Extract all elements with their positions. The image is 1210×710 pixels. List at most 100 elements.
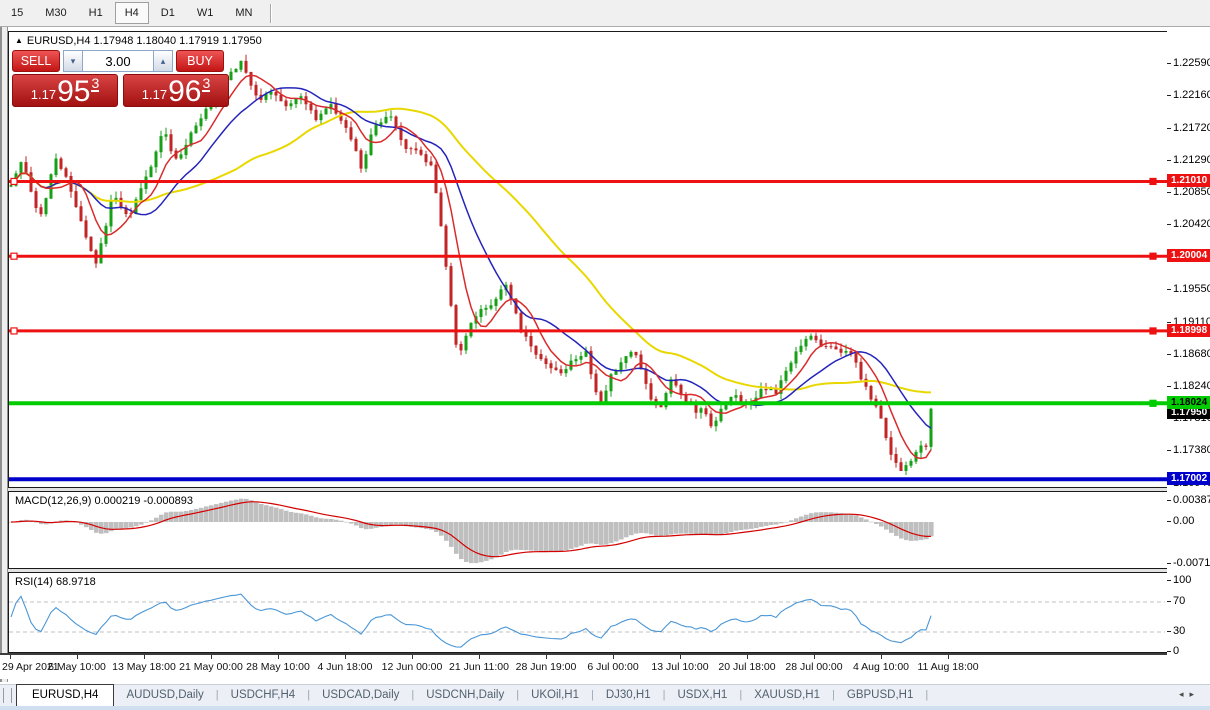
axis-tick-mark [1167,580,1171,581]
rsi-canvas[interactable] [9,573,1167,652]
timeframe-button-h1[interactable]: H1 [88,7,103,19]
timeframe-button-m30[interactable]: M30 [45,7,67,19]
axis-tick-label: 1.20850 [1173,186,1210,199]
tab-eurusd-h4[interactable]: EURUSD,H4 [16,684,115,706]
window-left-frame [0,27,8,682]
tab-usdx-h1[interactable]: USDX,H1 [677,689,728,701]
time-tick-mark [546,655,547,659]
axis-tick-label: 1.19550 [1173,282,1210,295]
timeframe-button-w1[interactable]: W1 [196,7,214,19]
tab-ukoil-h1[interactable]: UKOil,H1 [531,689,579,701]
axis-price-badge: 1.18998 [1167,323,1210,337]
time-tick-mark [747,655,748,659]
axis-tick-mark [1167,386,1171,388]
tab-dj30-h1[interactable]: DJ30,H1 [605,689,651,701]
timeframe-toolbar: 15 M30 H1 H4 D1 W1 MN [0,0,1210,27]
axis-tick-mark [1167,563,1171,564]
sell-price-pip: 3 [91,75,100,92]
axis-tick-mark [1167,651,1171,652]
toolbar-separator [270,3,273,23]
up-arrow-icon: ▴ [160,55,166,66]
lot-size-input[interactable]: 3.00 [83,50,153,72]
macd-canvas[interactable] [9,492,1167,568]
tab-usdcnh-daily[interactable]: USDCNH,Daily [426,689,505,701]
tab-audusd-daily[interactable]: AUDUSD,Daily [126,689,204,701]
axis-tick-mark [1167,192,1171,194]
time-tick-mark [278,655,279,659]
tab-separator: | [662,689,666,701]
panel-divider[interactable] [8,488,1168,491]
lot-decrease-button[interactable]: ▾ [63,50,83,72]
time-tick-label: 29 Apr 2021 [2,661,59,673]
time-tick-mark [613,655,614,659]
axis-tick-mark [1167,288,1171,290]
sell-button[interactable]: SELL [12,50,60,72]
panel-divider[interactable] [8,569,1168,572]
time-axis-divider [0,653,1210,655]
buy-price-large: 96 [168,75,202,108]
time-tick-mark [77,655,78,659]
axis-tick-mark [1167,500,1171,501]
buy-price-panel[interactable]: 1.17 96 3 [123,74,229,107]
time-tick-label: 6 May 10:00 [48,661,106,673]
axis-tick-mark [1167,159,1171,161]
tab-usdcad-daily[interactable]: USDCAD,Daily [322,689,400,701]
tab-separator: | [925,689,929,701]
time-tick-mark [680,655,681,659]
timeframe-button-h4[interactable]: H4 [114,2,149,24]
time-tick-label: 28 Jul 00:00 [785,661,843,673]
time-tick-label: 13 Jul 10:00 [651,661,709,673]
time-tick-mark [881,655,882,659]
time-tick-label: 13 May 18:00 [112,661,176,673]
down-arrow-icon: ▾ [70,55,76,66]
axis-tick-label: 1.18680 [1173,347,1210,360]
axis-tick-label: 1.18240 [1173,380,1210,393]
axis-tick-label: 70 [1173,595,1186,607]
tab-separator: | [411,689,415,701]
time-tick-mark [479,655,480,659]
tab-xauusd-h1[interactable]: XAUUSD,H1 [754,689,821,701]
axis-tick-label: 1.21720 [1173,121,1210,134]
time-axis: 29 Apr 2021 6 May 10:00 13 May 18:00 21 May… [0,655,1210,679]
tab-bar-grip [3,688,12,703]
axis-price-badge: 1.20004 [1167,249,1210,263]
sell-price-panel[interactable]: 1.17 95 3 [12,74,118,107]
timeframe-button-mn[interactable]: MN [235,7,253,19]
tab-separator: | [832,689,835,701]
tab-scroll-arrows[interactable]: ◂▸ [1178,689,1200,699]
macd-indicator-panel[interactable]: MACD(12,26,9) 0.000219 -0.000893 [8,491,1168,569]
axis-tick-mark [1167,631,1171,632]
timeframe-button-d1[interactable]: D1 [160,7,175,19]
rsi-indicator-panel[interactable]: RSI(14) 68.9718 [8,572,1168,653]
lot-increase-button[interactable]: ▴ [153,50,173,72]
buy-button[interactable]: BUY [176,50,224,72]
time-tick-mark [948,655,949,659]
time-tick-mark [10,655,11,659]
tab-separator: | [215,689,219,701]
axis-tick-label: 1.21290 [1173,153,1210,166]
axis-tick-label: 0 [1173,645,1180,657]
time-tick-mark [412,655,413,659]
one-click-price-row: 1.17 95 3 1.17 96 3 [12,74,229,107]
axis-tick-label: 100 [1173,574,1192,586]
axis-price-badge: 1.21010 [1167,174,1210,188]
timeframe-button-15[interactable]: 15 [11,7,24,19]
time-tick-label: 12 Jun 00:00 [381,661,443,673]
lot-spinner: ▾ 3.00 ▴ [63,50,173,72]
tab-gbpusd-h1[interactable]: GBPUSD,H1 [846,689,914,701]
time-tick-label: 28 Jun 19:00 [515,661,577,673]
tab-usdchf-h4[interactable]: USDCHF,H4 [230,689,296,701]
main-chart-panel[interactable]: ▲ EURUSD,H4 1.17948 1.18040 1.17919 1.179… [8,31,1168,488]
tab-separator: | [739,689,743,701]
axis-tick-mark [1167,450,1171,452]
chart-ohlc-header: ▲ EURUSD,H4 1.17948 1.18040 1.17919 1.179… [15,35,262,47]
status-strip [0,706,1210,710]
axis-tick-mark [1167,224,1171,226]
axis-tick-mark [1167,321,1171,323]
axis-tick-label: -0.00719 [1173,557,1210,569]
axis-tick-mark [1167,521,1171,522]
timeframe-bar: 15 M30 H1 H4 D1 W1 MN [0,0,263,26]
axis-tick-mark [1167,601,1171,602]
buy-price-small: 1.17 [141,87,168,102]
main-chart-canvas[interactable] [9,32,1167,487]
